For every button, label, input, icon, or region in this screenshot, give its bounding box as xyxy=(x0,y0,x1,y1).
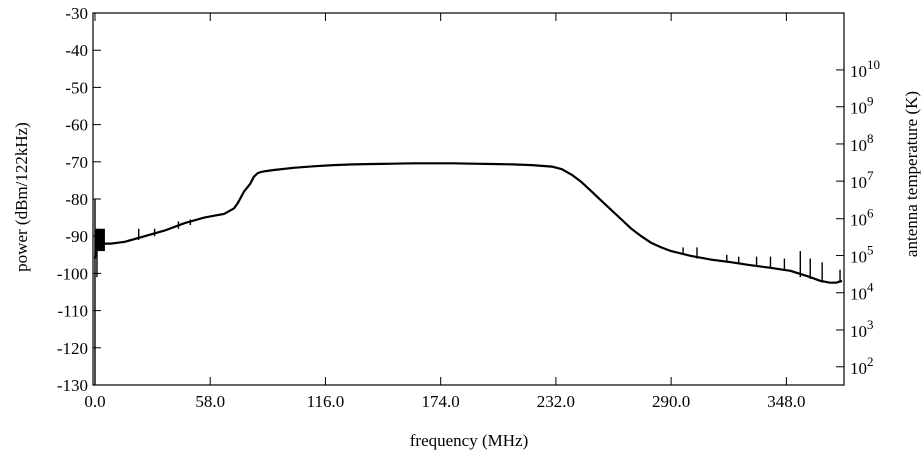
spectrum-line xyxy=(93,162,843,284)
x-tick-label: 348.0 xyxy=(767,392,805,411)
x-tick-label: 174.0 xyxy=(422,392,460,411)
y-tick-label: -50 xyxy=(65,78,88,97)
y-tick-label: -120 xyxy=(57,339,88,358)
y2-tick-label: 1010 xyxy=(850,57,880,81)
y2-tick-label: 107 xyxy=(850,168,874,192)
y2-tick-label: 105 xyxy=(850,243,874,267)
y-tick-label: -100 xyxy=(57,264,88,283)
noise-band xyxy=(94,228,105,252)
y-tick-label: -90 xyxy=(65,227,88,246)
y2-tick-label: 109 xyxy=(850,94,874,118)
x-axis-title: frequency (MHz) xyxy=(410,431,528,450)
plot-frame xyxy=(92,12,845,386)
y2-tick-label: 104 xyxy=(850,280,874,304)
y2-tick-label: 106 xyxy=(850,206,874,230)
x-tick-label: 232.0 xyxy=(537,392,575,411)
y-tick-label: -130 xyxy=(57,376,88,395)
x-tick-label: 116.0 xyxy=(307,392,345,411)
y-tick-label: -30 xyxy=(65,4,88,23)
x-tick-label: 290.0 xyxy=(652,392,690,411)
plot-area: 0.0 58.0 116.0 174.0 232.0 290.0 348.0 -130 -120… xyxy=(57,4,880,411)
y-tick-label: -80 xyxy=(65,190,88,209)
y-tick-label: -60 xyxy=(65,116,88,135)
y-tick-label: -40 xyxy=(65,41,88,60)
y2-tick-label: 108 xyxy=(850,131,874,155)
y2-tick-label: 102 xyxy=(850,354,874,378)
y2-axis-title: antenna temperature (K) xyxy=(902,91,921,257)
y-axis-title: power (dBm/122kHz) xyxy=(12,122,31,272)
y-tick-label: -110 xyxy=(57,302,88,321)
x-tick-label: 58.0 xyxy=(195,392,225,411)
x-tick-label: 0.0 xyxy=(84,392,105,411)
y2-tick-label: 103 xyxy=(850,317,874,341)
y-tick-label: -70 xyxy=(65,153,88,172)
